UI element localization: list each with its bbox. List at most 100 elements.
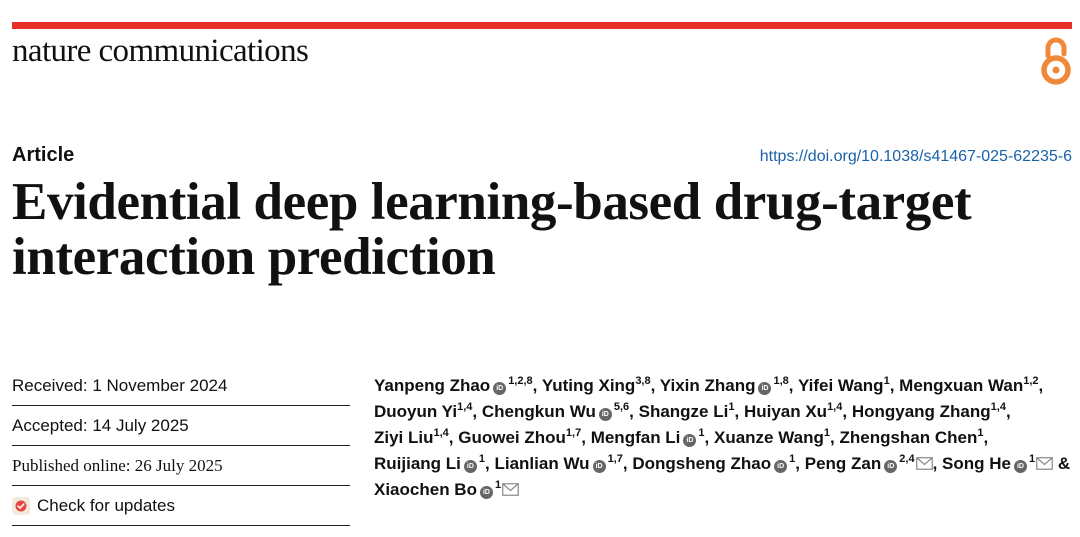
affiliation-marker: 2,4 (899, 453, 915, 465)
affiliation-marker: 3,8 (635, 375, 651, 387)
author-entry: Guowei Zhou1,7, (458, 427, 586, 448)
article-title: Evidential deep learning-based drug-targ… (12, 175, 1062, 285)
author-separator: , (983, 428, 989, 447)
author-name[interactable]: Peng Zan (804, 454, 882, 473)
author-entry: Yixin Zhang iD1,8, (660, 376, 794, 395)
author-entry: Shangze Li1, (638, 401, 740, 422)
affiliation-marker: 1,7 (565, 427, 582, 439)
orcid-icon[interactable]: iD (1013, 460, 1027, 473)
author-name[interactable]: Huiyan Xu (743, 402, 828, 421)
author-entry: Hongyang Zhang1,4, (851, 401, 1011, 422)
author-name[interactable]: Lianlian Wu (494, 454, 590, 473)
author-separator: , (795, 454, 801, 473)
affiliation-marker: 1,4 (457, 401, 473, 413)
author-name[interactable]: Duoyun Yi (374, 402, 458, 421)
orcid-icon[interactable]: iD (774, 460, 788, 473)
affiliation-marker: 1,8 (773, 375, 789, 387)
author-name[interactable]: Shangze Li (638, 402, 729, 421)
mail-icon[interactable] (502, 483, 519, 496)
author-separator: , (581, 428, 586, 447)
author-separator: , (448, 428, 454, 447)
author-entry: Dongsheng Zhao iD1, (632, 454, 800, 473)
author-entry: Yuting Xing3,8, (541, 375, 656, 396)
orcid-icon[interactable]: iD (592, 460, 606, 473)
author-entry: Huiyan Xu1,4, (743, 401, 847, 422)
affiliation-marker: 1 (883, 375, 890, 387)
author-entry: Yanpeng Zhao iD1,2,8, (374, 376, 537, 395)
author-name[interactable]: Hongyang Zhang (851, 402, 991, 421)
author-separator: , (830, 428, 835, 447)
affiliation-marker: 1,4 (433, 427, 449, 439)
orcid-icon[interactable]: iD (493, 382, 507, 395)
author-name[interactable]: Yixin Zhang (659, 376, 756, 395)
journal-name[interactable]: nature communications (12, 33, 309, 69)
dates-panel: Received: 1 November 2024 Accepted: 14 J… (12, 366, 350, 526)
author-name[interactable]: Zhengshan Chen (839, 428, 978, 447)
author-entry: Song He iD1 & (942, 454, 1070, 473)
author-entry: Yifei Wang1, (797, 375, 895, 396)
author-name[interactable]: Mengxuan Wan (899, 376, 1024, 395)
affiliation-marker: 1,7 (607, 453, 623, 465)
open-access-lock-icon (1041, 37, 1071, 85)
author-name[interactable]: Chengkun Wu (481, 402, 596, 421)
author-name[interactable]: Yifei Wang (797, 376, 884, 395)
author-name[interactable]: Xuanze Wang (714, 428, 824, 447)
author-separator: , (734, 402, 740, 421)
author-separator: , (650, 376, 656, 395)
article-type: Article (12, 144, 75, 166)
published-date: Published online: 26 July 2025 (12, 446, 350, 486)
affiliation-marker: 1 (1028, 453, 1036, 465)
title-line: Evidential deep learning-based drug-targ… (12, 173, 972, 231)
author-name[interactable]: Guowei Zhou (458, 428, 566, 447)
author-list: Yanpeng Zhao iD1,2,8, Yuting Xing3,8, Yix… (374, 373, 1074, 503)
affiliation-marker: 1,4 (827, 401, 843, 413)
author-entry: Mengfan Li iD1, (590, 427, 710, 447)
affiliation-marker: 1,4 (990, 401, 1006, 413)
author-separator: , (932, 454, 938, 473)
mail-icon[interactable] (915, 457, 933, 470)
author-entry: Xuanze Wang1, (714, 428, 835, 448)
author-name[interactable]: Dongsheng Zhao (632, 454, 772, 473)
affiliation-marker: 1 (728, 401, 735, 413)
author-name[interactable]: Yuting Xing (541, 376, 636, 395)
author-separator: , (788, 376, 794, 395)
author-entry: Xiaochen Bo iD1 (374, 480, 519, 499)
orcid-icon[interactable]: iD (479, 486, 493, 499)
title-line: interaction prediction (12, 228, 496, 286)
accepted-date: Accepted: 14 July 2025 (12, 406, 350, 446)
author-name[interactable]: Ruijiang Li (374, 454, 461, 473)
orcid-icon[interactable]: iD (598, 408, 612, 421)
author-separator: , (704, 428, 710, 447)
author-name[interactable]: Ziyi Liu (374, 428, 434, 447)
check-updates-button[interactable]: Check for updates (12, 486, 350, 526)
author-separator: , (485, 454, 490, 473)
affiliation-marker: 1 (478, 453, 486, 465)
author-entry: Ziyi Liu1,4, (374, 427, 454, 448)
check-updates-label: Check for updates (37, 495, 175, 515)
orcid-icon[interactable]: iD (683, 434, 697, 447)
author-separator: , (1005, 402, 1011, 421)
affiliation-marker: 1 (698, 427, 705, 439)
author-separator: , (532, 376, 538, 395)
check-updates-icon (12, 496, 30, 515)
author-entry: Lianlian Wu iD1,7, (494, 453, 628, 473)
author-separator: , (472, 402, 478, 421)
orcid-icon[interactable]: iD (463, 460, 477, 473)
author-entry: Peng Zan iD2,4, (804, 453, 938, 473)
author-name[interactable]: Xiaochen Bo (374, 480, 477, 499)
author-name[interactable]: Yanpeng Zhao (374, 376, 491, 395)
affiliation-marker: 1 (494, 479, 502, 491)
author-entry: Ruijiang Li iD1, (374, 454, 490, 473)
author-name[interactable]: Song He (942, 454, 1011, 473)
author-entry: Mengxuan Wan1,2, (899, 375, 1044, 396)
affiliation-marker: 1,2 (1023, 375, 1039, 387)
author-name[interactable]: Mengfan Li (590, 428, 681, 447)
author-entry: Zhengshan Chen1, (839, 428, 989, 448)
author-separator: & (1053, 454, 1071, 473)
mail-icon[interactable] (1036, 457, 1053, 470)
author-separator: , (1038, 376, 1044, 395)
received-date: Received: 1 November 2024 (12, 366, 350, 406)
orcid-icon[interactable]: iD (758, 382, 772, 395)
orcid-icon[interactable]: iD (884, 460, 898, 473)
doi-link[interactable]: https://doi.org/10.1038/s41467-025-62235… (759, 148, 1072, 165)
